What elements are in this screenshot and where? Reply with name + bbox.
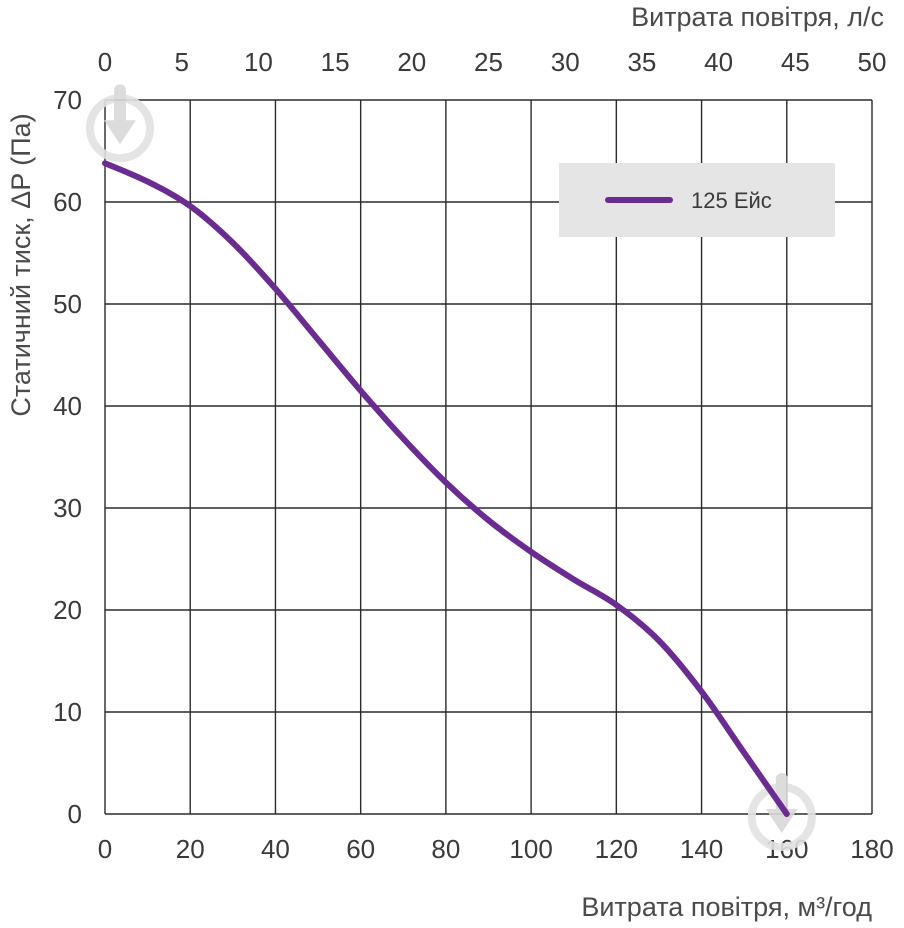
top-x-tick-label: 30 — [551, 47, 580, 77]
y-tick-label: 20 — [53, 595, 82, 625]
y-tick-labels: 0 10 20 30 40 50 60 70 — [53, 85, 82, 829]
x-tick-label: 40 — [261, 834, 290, 864]
y-axis-title: Статичний тиск, ΔP (Па) — [6, 113, 36, 416]
marker-arrow-head — [104, 120, 136, 145]
x-tick-label: 60 — [346, 834, 375, 864]
x-tick-label: 140 — [680, 834, 723, 864]
top-x-tick-label: 15 — [321, 47, 350, 77]
x-tick-label: 180 — [850, 834, 893, 864]
y-tick-label: 50 — [53, 289, 82, 319]
x-tick-label: 120 — [595, 834, 638, 864]
x-tick-label: 20 — [176, 834, 205, 864]
bottom-x-tick-labels: 0 20 40 60 80 100 120 140 160 180 — [98, 834, 894, 864]
top-x-tick-label: 20 — [397, 47, 426, 77]
top-x-tick-label: 5 — [174, 47, 188, 77]
series-line — [102, 160, 790, 817]
series-lines — [102, 160, 790, 817]
y-tick-label: 30 — [53, 493, 82, 523]
down-arrow-circle-icon — [86, 84, 154, 163]
top-x-tick-label: 10 — [244, 47, 273, 77]
top-x-axis-title: Витрата повітря, л/с — [631, 2, 884, 32]
y-tick-label: 10 — [53, 697, 82, 727]
y-tick-label: 0 — [68, 799, 82, 829]
top-x-tick-label: 45 — [781, 47, 810, 77]
top-x-tick-label: 25 — [474, 47, 503, 77]
x-axis-title: Витрата повітря, м³/год — [581, 892, 872, 922]
top-x-tick-label: 35 — [627, 47, 656, 77]
legend-label: 125 Ейс — [691, 188, 772, 213]
legend: 125 Ейс — [559, 163, 835, 237]
x-tick-label: 100 — [509, 834, 552, 864]
grid — [104, 99, 873, 815]
x-tick-label: 0 — [98, 834, 112, 864]
marker-arrow-head — [765, 809, 798, 833]
x-tick-label: 80 — [431, 834, 460, 864]
top-x-tick-label: 0 — [98, 47, 112, 77]
y-tick-label: 60 — [53, 187, 82, 217]
y-tick-label: 70 — [53, 85, 82, 115]
top-x-tick-label: 50 — [858, 47, 887, 77]
top-x-tick-labels: 0 5 10 15 20 25 30 35 40 45 50 — [98, 47, 887, 77]
y-tick-label: 40 — [53, 391, 82, 421]
top-x-tick-label: 40 — [704, 47, 733, 77]
